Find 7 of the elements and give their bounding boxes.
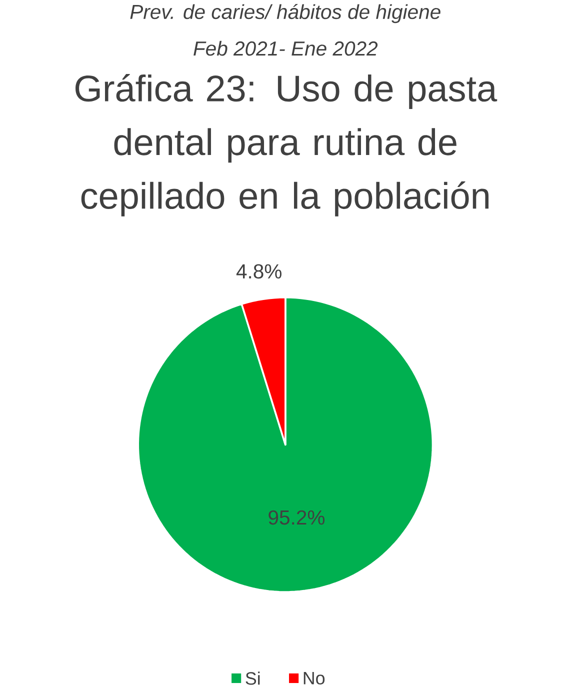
- legend-label: Si: [246, 672, 260, 685]
- chart-title: Gráfica 23: Uso de pasta dental para rutina de cepillado en la población: [76, 74, 498, 216]
- data-label: 95.2%: [268, 510, 325, 525]
- text: Prev. de caries/ hábitos de higiene: [130, 4, 440, 24]
- text: Feb 2021- Ene 2022: [194, 40, 378, 56]
- legend-label: No: [304, 672, 325, 684]
- data-label: 4.8%: [236, 264, 282, 279]
